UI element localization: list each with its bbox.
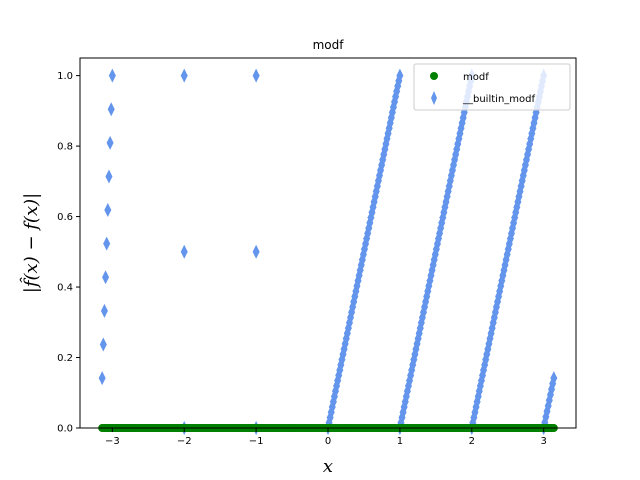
builtin-modf-point [103, 236, 111, 251]
y-tick-label: 1.0 [57, 71, 73, 82]
builtin-modf-point [106, 135, 114, 150]
builtin-modf-point [358, 252, 366, 267]
builtin-modf-point [180, 68, 188, 83]
builtin-modf-point [100, 303, 108, 318]
builtin-modf-point [502, 252, 510, 267]
builtin-modf-point [105, 169, 113, 184]
legend-marker-builtin-modf [431, 91, 437, 105]
x-tick-label: 2 [469, 436, 475, 447]
builtin-modf-point [108, 68, 116, 83]
builtin-modf-point [102, 270, 110, 285]
legend-marker-modf [430, 72, 438, 80]
plot-area [80, 58, 576, 428]
builtin-modf-point [550, 371, 558, 386]
builtin-modf-point [396, 68, 404, 83]
y-tick-label: 0.8 [57, 142, 73, 153]
y-axis-label: |f̂(x) − f(x)| [19, 193, 42, 293]
builtin-modf-point [252, 68, 260, 83]
builtin-modf-point [98, 371, 106, 386]
x-axis-label: x [323, 456, 333, 477]
builtin-modf-point [457, 121, 465, 136]
y-tick-label: 0.6 [57, 212, 73, 223]
legend-label-modf: modf [463, 72, 489, 83]
y-tick-label: 0.2 [57, 353, 73, 364]
x-tick-label: 1 [397, 436, 403, 447]
x-tick-label: −2 [177, 436, 192, 447]
builtin-modf-point [99, 337, 107, 352]
x-ticks: −3 −2 −1 0 1 2 3 [105, 428, 547, 447]
y-ticks: 0.0 0.2 0.4 0.6 0.8 1.0 [57, 71, 80, 435]
builtin-modf-point [107, 102, 115, 117]
legend: modf __builtin_modf [413, 63, 571, 111]
legend-box [413, 63, 571, 111]
builtin-modf-point [505, 236, 513, 251]
x-tick-label: 3 [540, 436, 546, 447]
builtin-modf-point [104, 203, 112, 218]
chart-title: modf [313, 38, 345, 52]
x-tick-label: −1 [249, 436, 264, 447]
x-tick-label: 0 [325, 436, 331, 447]
builtin-modf-point [430, 252, 438, 267]
y-tick-label: 0.4 [57, 283, 73, 294]
x-tick-label: −3 [105, 436, 120, 447]
builtin-modf-point [385, 121, 393, 136]
builtin-modf-point [529, 121, 537, 136]
legend-label-builtin-modf: __builtin_modf [462, 94, 535, 105]
y-tick-label: 0.0 [57, 424, 73, 435]
builtin-modf-point [180, 244, 188, 259]
builtin-modf-point [252, 244, 260, 259]
